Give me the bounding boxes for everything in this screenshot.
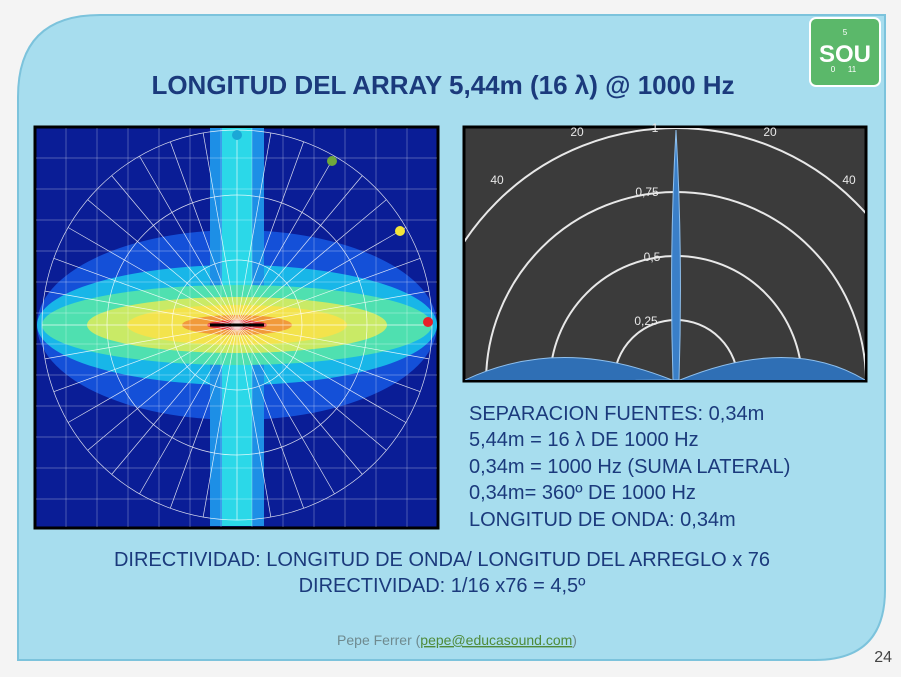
- grid-ray: [236, 257, 421, 326]
- grid-ray: [236, 324, 363, 475]
- marker: [327, 156, 337, 166]
- grid-ray: [111, 324, 238, 475]
- grid-ray: [236, 141, 305, 326]
- polar-label: 20: [570, 125, 584, 139]
- polar-label: 20: [763, 125, 777, 139]
- grid-ray: [236, 132, 272, 326]
- polar-label: 40: [842, 173, 856, 187]
- grid-ray: [236, 324, 430, 360]
- grid-ray: [67, 324, 238, 423]
- grid-ray: [53, 257, 238, 326]
- grid-ray: [236, 175, 363, 326]
- grid-ray: [87, 324, 238, 451]
- note-line: 0,34m= 360º DE 1000 Hz: [469, 482, 696, 504]
- grid-ray: [44, 324, 238, 360]
- polar-frame: [462, 125, 868, 383]
- directivity-line: DIRECTIVIDAD: LONGITUD DE ONDA/ LONGITUD…: [114, 549, 770, 571]
- grid-ray: [236, 324, 272, 518]
- polar-label: 0,5: [644, 250, 661, 264]
- grid-ray: [169, 324, 238, 509]
- side-lobe: [465, 357, 865, 380]
- grid-ray: [236, 227, 407, 326]
- grid-ray: [53, 324, 238, 393]
- directivity-line: DIRECTIVIDAD: 1/16 x76 = 4,5º: [299, 575, 587, 597]
- grid-ray: [139, 324, 238, 495]
- grid-ray: [44, 290, 238, 326]
- grid-ray: [236, 199, 387, 326]
- logo-text: SOU: [819, 41, 871, 68]
- note-line: LONGITUD DE ONDA: 0,34m: [469, 509, 736, 531]
- footer-close: ): [572, 632, 577, 648]
- footer-author: Pepe Ferrer (: [337, 632, 421, 648]
- note-line: 5,44m = 16 λ DE 1000 Hz: [469, 429, 699, 451]
- logo: SOU 5 0 11: [809, 17, 881, 87]
- logo-small: 11: [848, 65, 857, 74]
- footer: Pepe Ferrer (pepe@educasound.com): [337, 632, 577, 648]
- grid-ray: [236, 324, 407, 423]
- logo-box: [809, 17, 881, 87]
- polar-label: 1: [652, 121, 659, 135]
- marker: [232, 130, 242, 140]
- grid-ray: [139, 155, 238, 326]
- polar-label: 0,75: [635, 185, 659, 199]
- polar-label: 40: [490, 173, 504, 187]
- grid-ray: [236, 290, 430, 326]
- grid-ray: [111, 175, 238, 326]
- marker: [395, 226, 405, 236]
- main-lobe: [671, 129, 681, 380]
- marker: [423, 317, 433, 327]
- note-line: SEPARACION FUENTES: 0,34m: [469, 403, 764, 425]
- grid-ray: [236, 324, 387, 451]
- polar-image: 20 20 40 40 1 0,75 0,5 0,25: [462, 121, 868, 383]
- grid-ray: [236, 155, 335, 326]
- grid-ray: [236, 324, 305, 509]
- grid-ray: [202, 132, 238, 326]
- grid-ray: [236, 324, 421, 393]
- logo-small: 0: [831, 65, 836, 74]
- heatmap-grid: [36, 128, 437, 527]
- grid-ray: [67, 227, 238, 326]
- slide-title: LONGITUD DEL ARRAY 5,44m (16 λ) @ 1000 H…: [151, 70, 734, 100]
- page-number: 24: [874, 649, 892, 666]
- polar-label: 0,25: [634, 314, 658, 328]
- grid-ray: [236, 324, 335, 495]
- footer-email[interactable]: pepe@educasound.com: [420, 632, 572, 648]
- grid-ray: [87, 199, 238, 326]
- grid-ray: [202, 324, 238, 518]
- grid-ray: [169, 141, 238, 326]
- logo-small: 5: [843, 28, 848, 37]
- heatmap-image: [33, 125, 440, 530]
- note-line: 0,34m = 1000 Hz (SUMA LATERAL): [469, 456, 790, 478]
